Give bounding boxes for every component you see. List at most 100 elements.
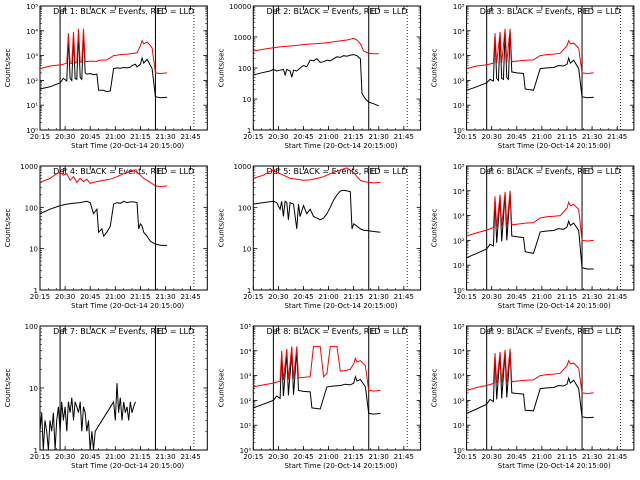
y-tick-label: 10²	[453, 397, 465, 405]
time-marker-label: E	[584, 327, 589, 336]
y-axis-label: Counts/sec	[4, 209, 12, 248]
x-tick-label: 20:30	[268, 293, 288, 301]
x-tick-label: 21:45	[607, 453, 627, 461]
x-tick-label: 20:30	[482, 453, 502, 461]
time-marker-label: E	[157, 327, 162, 336]
y-tick-label: 10¹	[453, 422, 465, 430]
x-tick-label: 20:45	[507, 293, 527, 301]
y-axis-label: Counts/sec	[4, 49, 12, 88]
x-tick-label: 21:15	[557, 293, 577, 301]
y-tick-label: 10⁵	[453, 3, 465, 11]
plot-frame	[252, 325, 422, 451]
x-tick-label: 21:30	[582, 133, 602, 141]
x-tick-label: 20:30	[55, 453, 75, 461]
y-tick-label: 10¹	[453, 102, 465, 110]
detector-panel: Det 6: BLACK = Events, RED = LLD 10⁰ 10¹ 10…	[431, 163, 635, 310]
events-series-line	[39, 200, 168, 246]
x-tick-label: 21:45	[607, 133, 627, 141]
x-tick-label: 21:15	[344, 453, 364, 461]
time-marker-label: E	[157, 7, 162, 16]
x-tick-label: 20:15	[457, 133, 477, 141]
x-tick-label: 20:45	[293, 453, 313, 461]
lld-series-line	[39, 28, 168, 75]
x-tick-label: 21:45	[394, 453, 414, 461]
y-tick-label: 10⁴	[453, 348, 465, 356]
lld-series-line	[466, 28, 594, 75]
time-marker-label: F	[489, 7, 494, 16]
events-series-line	[253, 350, 381, 415]
y-tick-label: 100	[25, 204, 38, 212]
x-tick-label: 20:30	[55, 293, 75, 301]
y-tick-label: 10³	[453, 53, 465, 61]
time-marker-label: E	[584, 7, 589, 16]
x-tick-label: 21:30	[369, 293, 389, 301]
time-marker-label: F	[62, 327, 67, 336]
y-axis-label: Counts/sec	[431, 49, 439, 88]
x-tick-label: 21:45	[394, 133, 414, 141]
y-tick-label: 10000	[229, 3, 251, 11]
panel-title: Det 7: BLACK = Events, RED = LLD	[53, 327, 194, 336]
x-tick-label: 20:45	[80, 293, 100, 301]
panel-title: Det 3: BLACK = Events, RED = LLD	[480, 7, 621, 16]
x-tick-label: 20:45	[80, 133, 100, 141]
y-tick-label: 10¹	[26, 102, 38, 110]
events-series-line	[253, 189, 381, 233]
panel-title: Det 9: BLACK = Events, RED = LLD	[480, 327, 621, 336]
x-tick-label: 21:45	[180, 293, 200, 301]
x-tick-label: 20:45	[293, 293, 313, 301]
events-series-line	[253, 54, 379, 107]
y-tick-label: 10⁴	[26, 28, 38, 36]
time-marker-label: F	[275, 327, 280, 336]
y-tick-label: 10⁵	[453, 323, 465, 331]
y-tick-label: 100	[25, 323, 38, 331]
time-marker-label: F	[62, 7, 67, 16]
x-tick-label: 21:30	[369, 133, 389, 141]
y-tick-label: 10⁰	[453, 127, 465, 135]
x-tick-label: 21:15	[130, 133, 150, 141]
x-tick-label: 20:30	[268, 133, 288, 141]
x-tick-label: 21:30	[155, 133, 175, 141]
x-tick-label: 21:45	[394, 293, 414, 301]
x-tick-label: 20:45	[80, 453, 100, 461]
y-tick-label: 10⁴	[453, 188, 465, 196]
x-tick-label: 20:30	[55, 133, 75, 141]
y-tick-label: 10²	[26, 77, 38, 85]
detector-panel: Det 7: BLACK = Events, RED = LLD 1 10 100 20…	[4, 323, 208, 470]
y-tick-label: 100	[238, 65, 251, 73]
y-tick-label: 100	[238, 204, 251, 212]
x-tick-label: 20:45	[507, 453, 527, 461]
detector-panel: Det 8: BLACK = Events, RED = LLD 10⁰ 10¹ 10…	[217, 323, 422, 470]
x-tick-label: 21:15	[344, 293, 364, 301]
y-tick-label: 10³	[453, 213, 465, 221]
x-tick-label: 21:00	[318, 293, 338, 301]
lld-series-line	[253, 345, 381, 392]
x-tick-label: 21:15	[130, 293, 150, 301]
lld-series-line	[253, 167, 381, 184]
y-tick-label: 10¹	[453, 262, 465, 270]
y-axis-label: Counts/sec	[4, 369, 12, 408]
time-marker-label: F	[275, 7, 280, 16]
x-tick-label: 21:15	[344, 133, 364, 141]
x-tick-label: 20:15	[30, 453, 50, 461]
x-tick-label: 21:15	[557, 453, 577, 461]
y-tick-label: 1	[34, 287, 38, 295]
detector-panel: Det 4: BLACK = Events, RED = LLD 1 10 100 10…	[4, 163, 208, 310]
x-tick-label: 20:30	[268, 453, 288, 461]
y-tick-label: 10⁰	[26, 127, 38, 135]
y-tick-label: 1	[247, 127, 251, 135]
x-tick-label: 21:00	[105, 133, 125, 141]
lld-series-line	[466, 348, 594, 395]
y-tick-label: 10⁵	[453, 163, 465, 171]
time-marker-label: F	[62, 167, 67, 176]
y-tick-label: 10	[29, 246, 38, 254]
x-tick-label: 20:15	[30, 133, 50, 141]
x-tick-label: 21:45	[607, 293, 627, 301]
y-tick-label: 10²	[453, 237, 465, 245]
x-tick-label: 21:00	[105, 293, 125, 301]
x-tick-label: 20:15	[457, 293, 477, 301]
y-tick-label: 10⁴	[453, 28, 465, 36]
x-tick-label: 21:00	[318, 453, 338, 461]
x-tick-label: 20:15	[243, 133, 263, 141]
time-marker-label: E	[371, 327, 376, 336]
x-tick-label: 21:00	[105, 453, 125, 461]
